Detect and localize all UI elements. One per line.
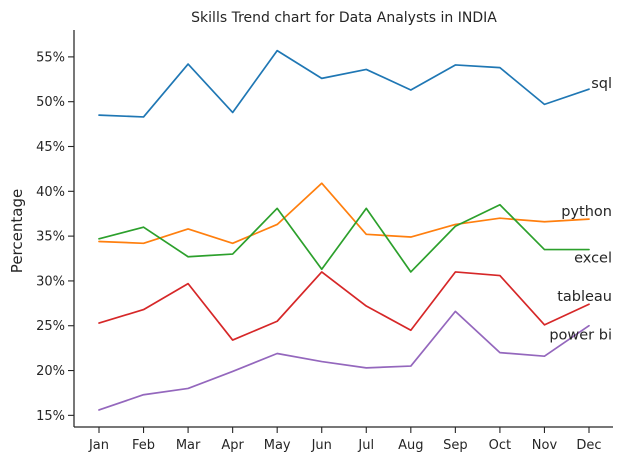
y-tick-label: 30% <box>36 274 65 289</box>
series-line-python <box>98 182 590 245</box>
series-label-excel: excel <box>574 251 612 267</box>
x-tick-label: Mar <box>176 438 201 453</box>
x-tick-label: Oct <box>489 438 511 453</box>
x-tick-label: Aug <box>398 438 423 453</box>
y-tick-label: 55% <box>36 50 65 65</box>
x-tick-label: Feb <box>132 438 155 453</box>
x-tick-label: Jun <box>311 438 332 453</box>
series-label-python: python <box>561 204 612 220</box>
series-line-tableau <box>98 271 590 341</box>
chart-title: Skills Trend chart for Data Analysts in … <box>191 10 497 26</box>
x-axis-ticks: Jan Feb Mar Apr May Jun Jul Aug Sep Oct Nov Dec <box>88 427 602 453</box>
x-tick-label: Jan <box>88 438 109 453</box>
y-tick-label: 35% <box>36 230 65 245</box>
y-axis-label: Percentage <box>8 189 26 273</box>
series-line-power-bi <box>98 310 590 411</box>
y-axis-ticks: 15% 20% 25% 30% 35% 40% 45% 50% 55% <box>36 50 74 424</box>
y-tick-label: 50% <box>36 95 65 110</box>
series-label-power-bi: power bi <box>549 328 612 344</box>
y-tick-label: 45% <box>36 140 65 155</box>
series-label-sql: sql <box>591 76 612 92</box>
series-line-excel <box>98 203 590 273</box>
y-tick-label: 25% <box>36 319 65 334</box>
x-tick-label: Sep <box>443 438 468 453</box>
y-tick-label: 20% <box>36 364 65 379</box>
x-tick-label: Nov <box>532 438 558 453</box>
x-tick-label: Dec <box>576 438 601 453</box>
x-tick-label: Apr <box>221 438 244 453</box>
y-tick-label: 15% <box>36 409 65 424</box>
x-tick-label: Jul <box>357 438 374 453</box>
x-tick-label: May <box>264 438 291 453</box>
series-label-tableau: tableau <box>557 289 612 305</box>
y-tick-label: 40% <box>36 185 65 200</box>
series-labels: sql python excel tableau power bi <box>549 76 612 344</box>
series-lines <box>98 49 590 411</box>
series-line-sql <box>98 49 590 118</box>
